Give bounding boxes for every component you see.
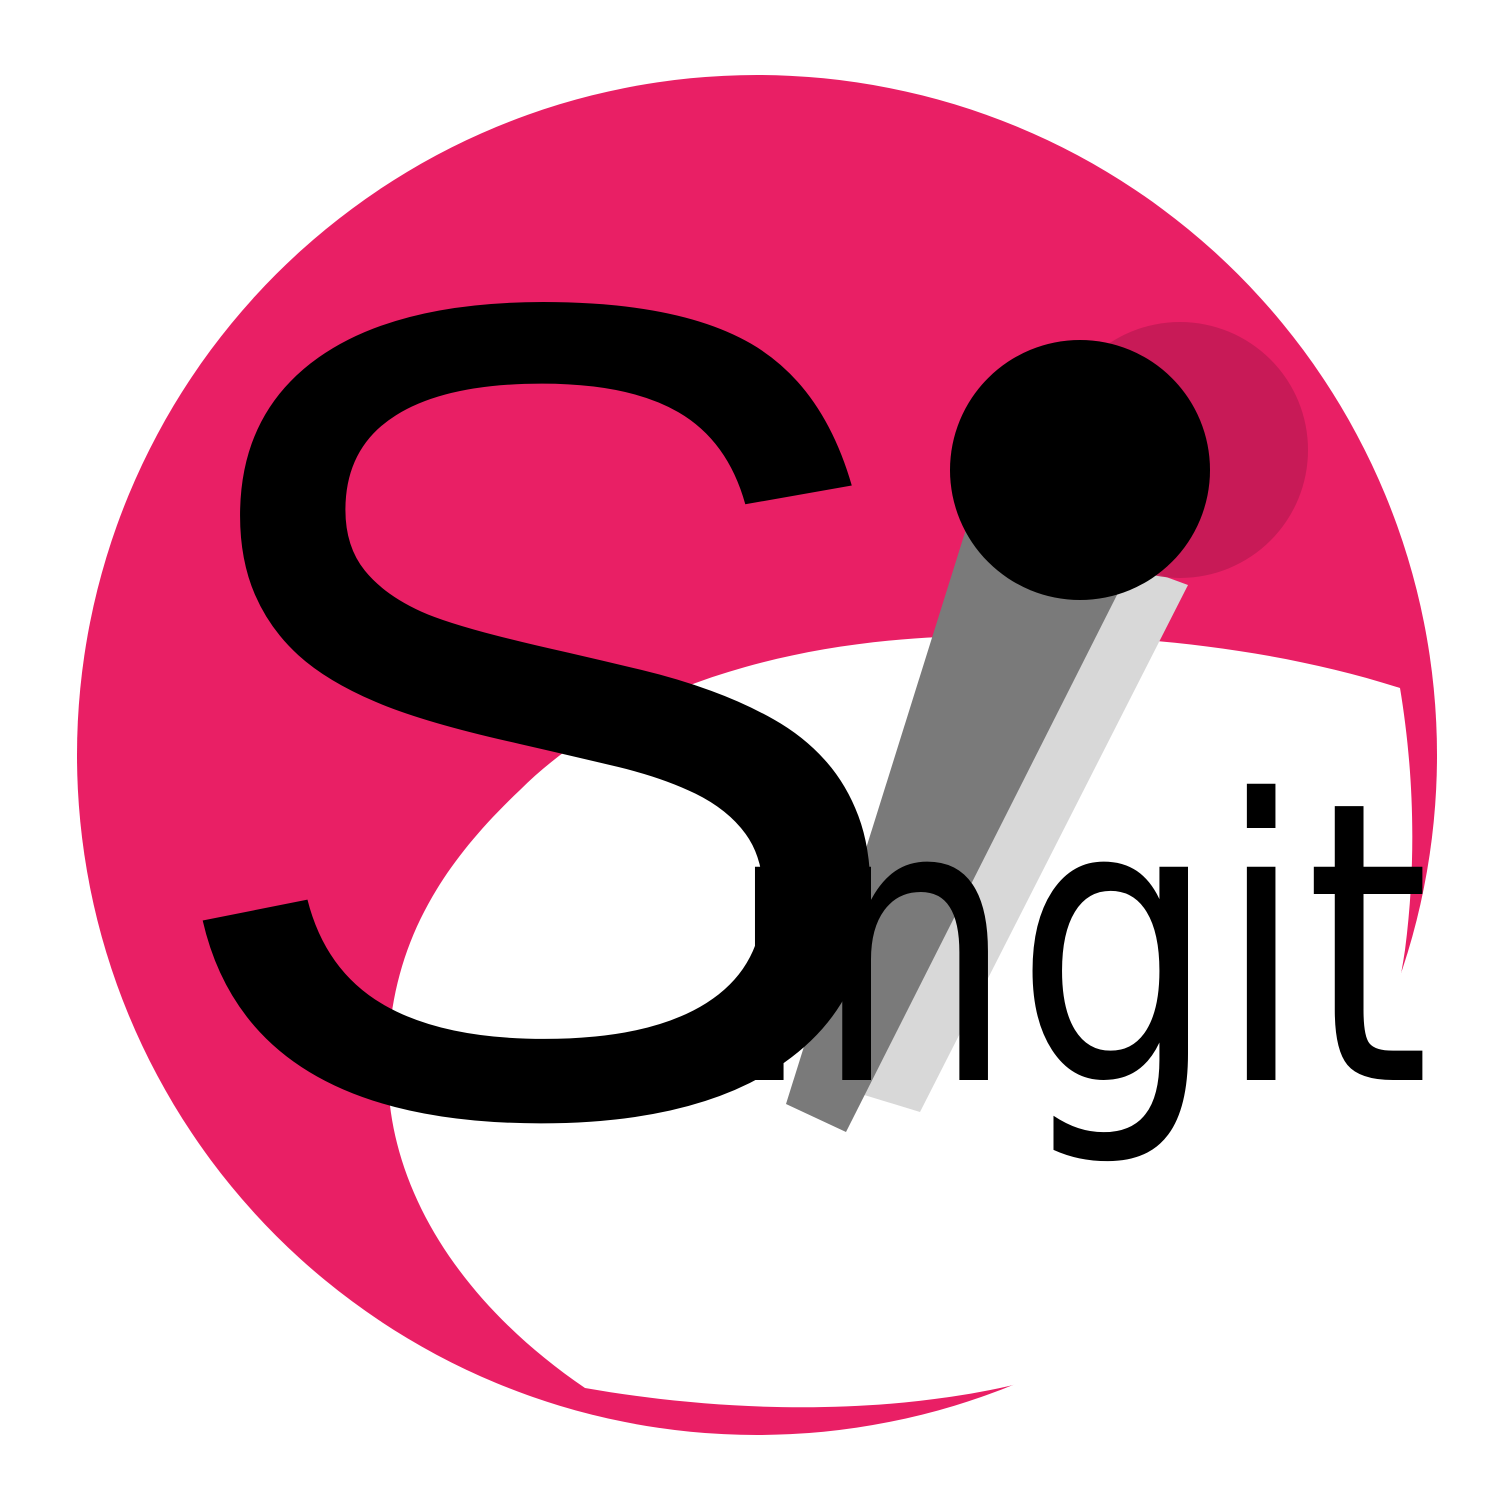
microphone-stick-shadow (848, 560, 1188, 1112)
microphone-stick (786, 510, 1122, 1132)
microphone-ball (950, 340, 1210, 600)
logo-initial-s: S (150, 62, 924, 1358)
logo-word-rest: ingit (725, 718, 1430, 1172)
